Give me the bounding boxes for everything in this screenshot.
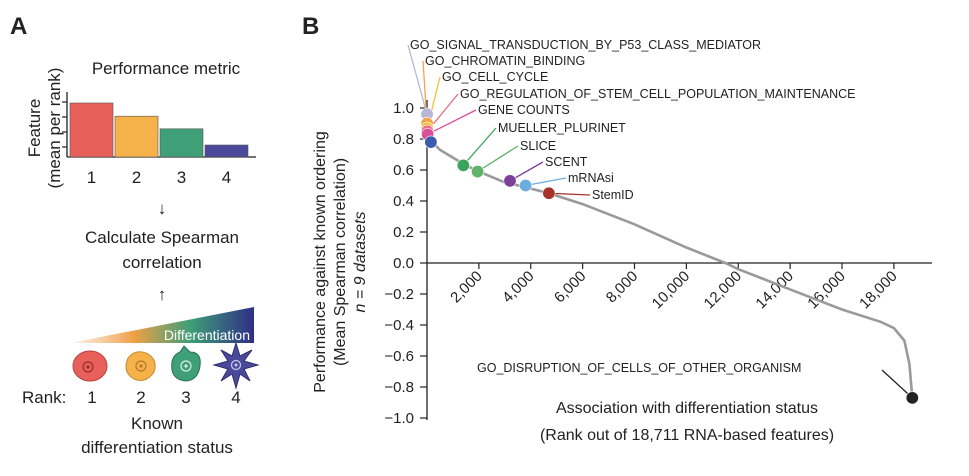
panel-b: B Performance against known ordering (Me… [302,13,932,444]
bar-rank-4 [204,144,249,158]
point-label: GO_REGULATION_OF_STEM_CELL_POPULATION_MA… [460,87,855,101]
bar-rank-label: 4 [222,168,231,187]
panel-b-letter: B [302,13,319,40]
panel-b-x-tick-label: 8,000 [603,268,642,307]
highlighted-point [519,179,533,193]
cell-rank-2-icon [125,351,156,381]
calculate-spearman-line1: Calculate Spearman [85,228,239,247]
point-label: SCENT [545,155,588,169]
leader-line [407,44,428,115]
panel-b-x-tick-label: 2,000 [447,268,486,307]
cell-rank-labels: 1 2 3 4 [87,388,240,407]
performance-metric-title: Performance metric [92,59,241,78]
arrow-up-icon: ↑ [158,285,167,304]
bar-rank-label: 3 [177,168,186,187]
panel-b-y-tick-label: −1.0 [384,410,414,427]
panel-a: A Performance metric Feature (mean per r… [10,13,260,457]
leader-line [525,177,567,187]
cell-rank-4-icon [212,341,260,390]
point-label: SLICE [520,139,556,153]
leader-line [881,369,913,399]
panel-a-y-ticks [62,101,67,148]
panel-b-y-tick-label: 0.4 [393,193,414,210]
panel-a-bars [69,102,249,158]
point-label: GO_CELL_CYCLE [442,70,548,84]
leader-line [477,145,519,173]
bar-rank-1 [69,102,114,158]
point-label: GO_DISRUPTION_OF_CELLS_OF_OTHER_ORGANISM [477,361,801,375]
arrow-down-icon: ↓ [158,199,167,218]
panel-a-x-labels: 1 2 3 4 [87,168,231,187]
point-label: GO_CHROMATIN_BINDING [425,54,585,68]
point-label: MUELLER_PLURINET [498,121,626,135]
bar-rank-label: 1 [87,168,96,187]
point-label: GENE COUNTS [478,103,570,117]
panel-a-ylabel-line2: (mean per rank) [45,68,64,189]
highlighted-point [424,135,438,149]
panel-b-x-tick-label: 4,000 [499,268,538,307]
rank-prefix-label: Rank: [22,388,66,407]
point-label: mRNAsi [568,171,614,185]
panel-a-letter: A [10,13,27,40]
cell-rank-label: 2 [136,388,145,407]
cell-rank-label: 4 [231,388,240,407]
cell-rank-1-icon [72,350,108,382]
highlighted-point [542,186,556,200]
spearman-rank-curve [425,109,914,400]
panel-b-x-tick-label: 16,000 [804,268,848,312]
bar-rank-label: 2 [132,168,141,187]
highlighted-point [456,158,470,172]
panel-b-x-tick-label: 12,000 [701,268,745,312]
highlighted-point [471,165,485,179]
panel-b-ylabel-line3: n = 9 datasets [352,212,369,313]
panel-a-ylabel: Feature (mean per rank) [25,68,64,189]
panel-a-ylabel-line1: Feature [25,99,44,158]
calculate-spearman-line2: correlation [122,253,201,272]
panel-b-y-tick-label: 0.6 [393,162,414,179]
differentiation-gradient-label: Differentiation [164,327,250,343]
panel-b-xlabel-line1: Association with differentiation status [556,400,818,417]
panel-b-x-tick-label: 18,000 [856,268,900,312]
cell-rank-label: 3 [181,388,190,407]
panel-b-y-tick-label: 0.2 [393,224,414,241]
panel-b-y-tick-label: 0.8 [393,131,414,148]
point-label: GO_SIGNAL_TRANSDUCTION_BY_P53_CLASS_MEDI… [410,38,761,52]
leader-line [427,109,477,135]
panel-b-y-tick-label: −0.6 [384,348,414,365]
cell-rank-3-icon [171,345,201,382]
panel-b-y-tick-label: 1.0 [393,100,414,117]
panel-b-y-tick-label: −0.2 [384,286,414,303]
known-status-line1: Known [131,414,183,433]
leader-line [462,127,497,166]
highlighted-point-labels: GO_SIGNAL_TRANSDUCTION_BY_P53_CLASS_MEDI… [410,38,855,375]
panel-b-x-tick-label: 10,000 [649,268,693,312]
panel-b-y-tick-label: −0.8 [384,379,414,396]
panel-b-y-tick-label: 0.0 [393,255,414,272]
panel-b-ylabel-line2: (Mean Spearman correlation) [332,158,349,366]
bar-rank-2 [114,115,159,158]
bar-rank-3 [159,128,204,158]
panel-b-ylabel: Performance against known ordering (Mean… [312,131,369,392]
highlighted-point [905,391,919,405]
differentiation-gradient-wedge [70,307,254,343]
highlighted-point [503,174,517,188]
cell-rank-label: 1 [87,388,96,407]
point-label: StemID [592,188,634,202]
panel-b-y-ticks: −1.0 −0.8 −0.6 −0.4 −0.2 0.0 0.2 0.4 0.6 0.8 1.0 [384,100,427,427]
highlighted-points [420,107,919,405]
leader-line [548,192,591,196]
panel-b-y-tick-label: −0.4 [384,317,414,334]
known-status-line2: differentiation status [81,438,233,457]
panel-b-ylabel-line1: Performance against known ordering [312,131,329,392]
panel-b-xlabel-line2: (Rank out of 18,711 RNA-based features) [540,427,834,444]
panel-b-x-tick-label: 6,000 [551,268,590,307]
